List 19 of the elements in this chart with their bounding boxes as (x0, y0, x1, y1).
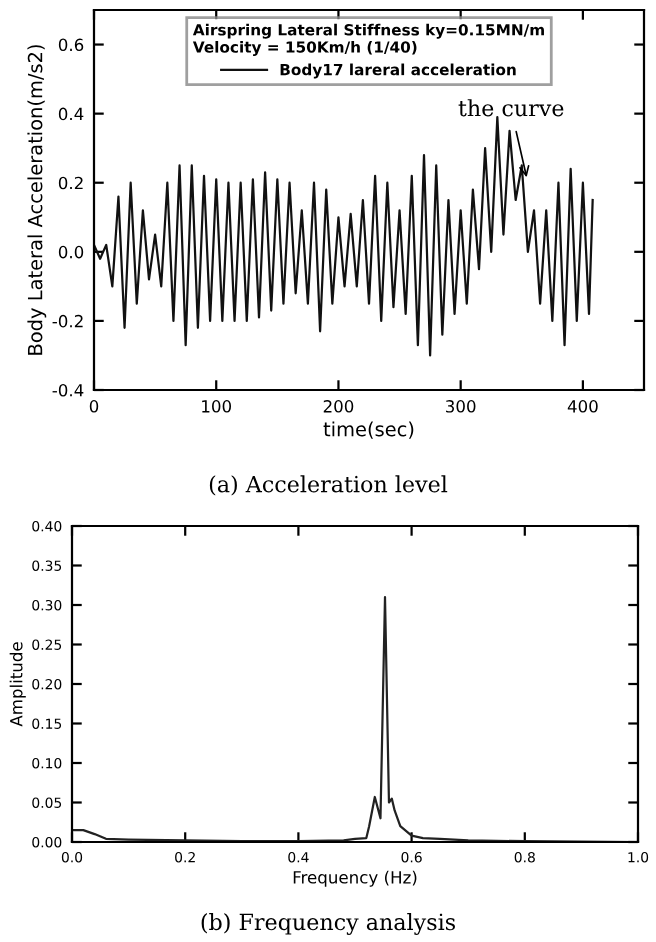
text: (b) Frequency analysis (201, 913, 455, 935)
x-tick-label: 0 (89, 400, 99, 413)
y-tick-label: 0.6 (58, 38, 84, 52)
y-tick-label: 0.2 (58, 176, 83, 190)
y-tick-label: -0.4 (52, 383, 84, 397)
y-tick-label: -0.2 (52, 314, 83, 328)
x-tick-label: 300 (446, 400, 476, 413)
y-axis-title: Amplitude (9, 642, 26, 727)
x-tick-label: 100 (202, 400, 232, 413)
text: (a) Acceleration level (209, 475, 448, 496)
y-axis-title: Body Lateral Acceleration(m/s2) (27, 45, 47, 355)
y-tick-label: 0.0 (58, 245, 84, 259)
y-tick-label: 0.4 (58, 107, 84, 121)
x-tick-label: 400 (567, 400, 598, 413)
x-tick-label: 200 (323, 400, 354, 413)
x-axis-title: time(sec) (323, 421, 414, 439)
annotation: the curve (458, 99, 564, 117)
line-series (94, 115, 594, 357)
x-axis-title: Frequency (Hz) (293, 870, 417, 887)
